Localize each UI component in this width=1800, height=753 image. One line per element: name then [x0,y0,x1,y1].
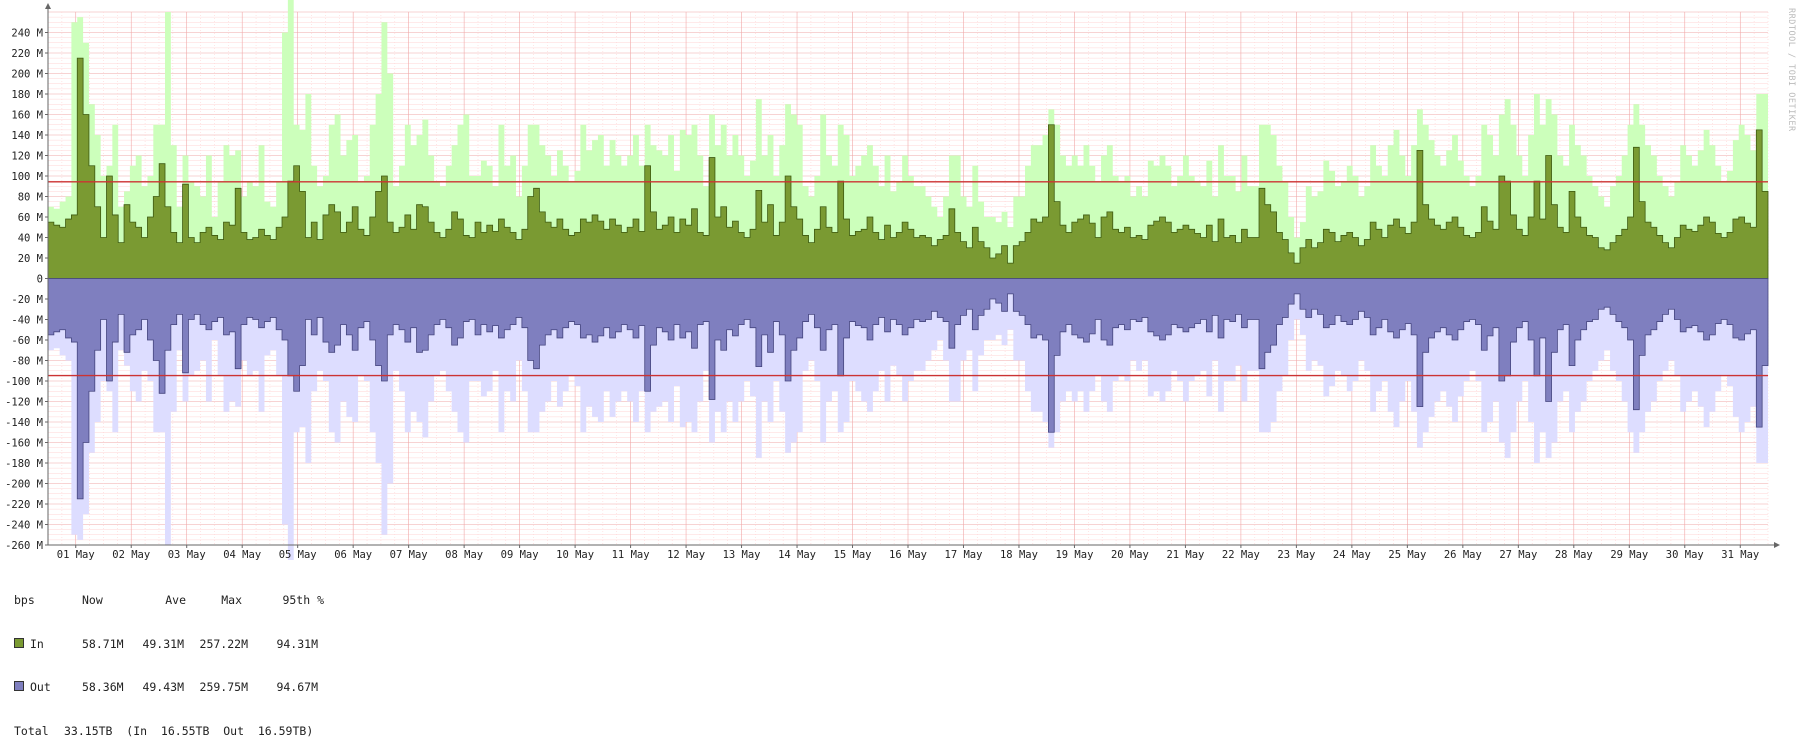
x-tick-label: 27 May [1499,549,1537,560]
x-tick-label: 20 May [1111,549,1149,560]
legend-in-row: In 58.71M 49.31M 257.22M 94.31M [14,637,324,652]
legend-in-swatch [14,637,24,648]
legend-out-now: 58.36M [82,680,124,694]
x-tick-label: 22 May [1222,549,1260,560]
x-tick-label: 03 May [168,549,206,560]
series-out-max-area [48,278,1768,560]
legend-header-ave: Ave [165,593,186,607]
legend-in-now: 58.71M [82,636,124,651]
y-tick-label: -140 M [5,417,43,429]
legend-unit: bps [14,593,35,607]
y-tick-label: 220 M [11,48,43,60]
y-tick-label: -240 M [5,520,43,532]
legend-out-ave: 49.43M [142,680,184,694]
y-tick-label: -80 M [11,356,43,368]
y-tick-label: -160 M [5,438,43,450]
y-tick-label: 60 M [18,212,43,224]
x-tick-label: 23 May [1277,549,1315,560]
series-in-max-area [48,0,1768,279]
y-tick-label: -180 M [5,458,43,470]
y-tick-label: 140 M [11,130,43,142]
x-tick-label: 31 May [1721,549,1759,560]
y-tick-label: -220 M [5,499,43,511]
x-tick-label: 06 May [334,549,372,560]
y-tick-label: 180 M [11,89,43,101]
legend-header-row: bps Now Ave Max 95th % [14,593,324,608]
x-tick-label: 25 May [1388,549,1426,560]
x-tick-label: 19 May [1055,549,1093,560]
traffic-areas [47,0,1769,560]
legend-out-row: Out 58.36M 49.43M 259.75M 94.67M [14,680,324,695]
legend-total-label: Total [14,723,49,738]
x-tick-label: 21 May [1166,549,1204,560]
percentile-lines [48,181,1768,377]
legend-out-max: 259.75M [199,680,248,694]
x-tick-label: 14 May [778,549,816,560]
series-in-area [47,57,1769,279]
y-tick-label: -260 M [5,540,43,552]
x-tick-label: 15 May [834,549,872,560]
legend-header-max: Max [221,593,242,607]
legend-out-swatch [14,681,24,691]
y-tick-label: 240 M [11,28,43,40]
traffic-chart: -260 M -240 M -220 M -200 M -180 M -160 M -140… [5,0,1780,560]
x-tick-label: 10 May [556,549,594,560]
x-tick-label: 05 May [279,549,317,560]
legend-total-text: 33.15TB (In 16.55TB Out 16.59TB) [64,723,314,738]
y-axis-arrow [45,3,51,9]
legend-header-now: Now [82,593,103,607]
legend-out-p95: 94.67M [276,680,318,694]
rrdtool-watermark: RRDTOOL / TOBI OETIKER [1786,8,1796,132]
x-tick-label: 08 May [445,549,483,560]
x-tick-label: 01 May [57,549,95,560]
x-tick-label: 07 May [390,549,428,560]
legend-in-label: In [30,636,44,651]
y-tick-label: 120 M [11,151,43,163]
y-tick-label: -100 M [5,376,43,388]
x-tick-label: 02 May [112,549,150,560]
legend-total-row: Total 33.15TB (In 16.55TB Out 16.59TB) [14,724,324,739]
x-tick-label: 09 May [501,549,539,560]
x-tick-label: 28 May [1555,549,1593,560]
y-tick-label: 80 M [18,192,43,204]
y-tick-label: 40 M [18,233,43,245]
legend-in-ave: 49.31M [142,636,184,651]
x-tick-label: 30 May [1666,549,1704,560]
x-tick-label: 13 May [723,549,761,560]
y-tick-label: 100 M [11,171,43,183]
y-tick-label: -60 M [11,335,43,347]
y-tick-label: -20 M [11,294,43,306]
x-tick-label: 18 May [1000,549,1038,560]
y-tick-label: 160 M [11,110,43,122]
legend-in-max: 257.22M [199,636,248,651]
legend-in-p95: 94.31M [276,636,318,651]
legend-out-label: Out [30,680,51,694]
y-tick-label: -120 M [5,397,43,409]
x-tick-label: 24 May [1333,549,1371,560]
x-tick-label: 04 May [223,549,261,560]
axes [45,3,1780,548]
y-tick-label: 0 [37,274,43,286]
x-tick-label: 16 May [889,549,927,560]
y-tick-label: -200 M [5,479,43,491]
x-axis-arrow [1774,542,1780,548]
y-tick-labels: -260 M -240 M -220 M -200 M -180 M -160 M -140… [5,28,48,552]
x-tick-label: 12 May [667,549,705,560]
x-tick-label: 26 May [1444,549,1482,560]
y-tick-label: 20 M [18,253,43,265]
x-tick-labels: 01 May 02 May 03 May 04 May 05 May 06 May 07 M… [57,545,1759,560]
x-tick-label: 17 May [945,549,983,560]
x-tick-label: 29 May [1610,549,1648,560]
y-tick-label: -40 M [11,315,43,327]
x-tick-label: 11 May [612,549,650,560]
legend-header-p95: 95th % [282,593,324,607]
y-tick-label: 200 M [11,69,43,81]
legend: bps Now Ave Max 95th % In 58.71M 49.31M … [14,564,324,753]
series-out-area [47,278,1769,500]
